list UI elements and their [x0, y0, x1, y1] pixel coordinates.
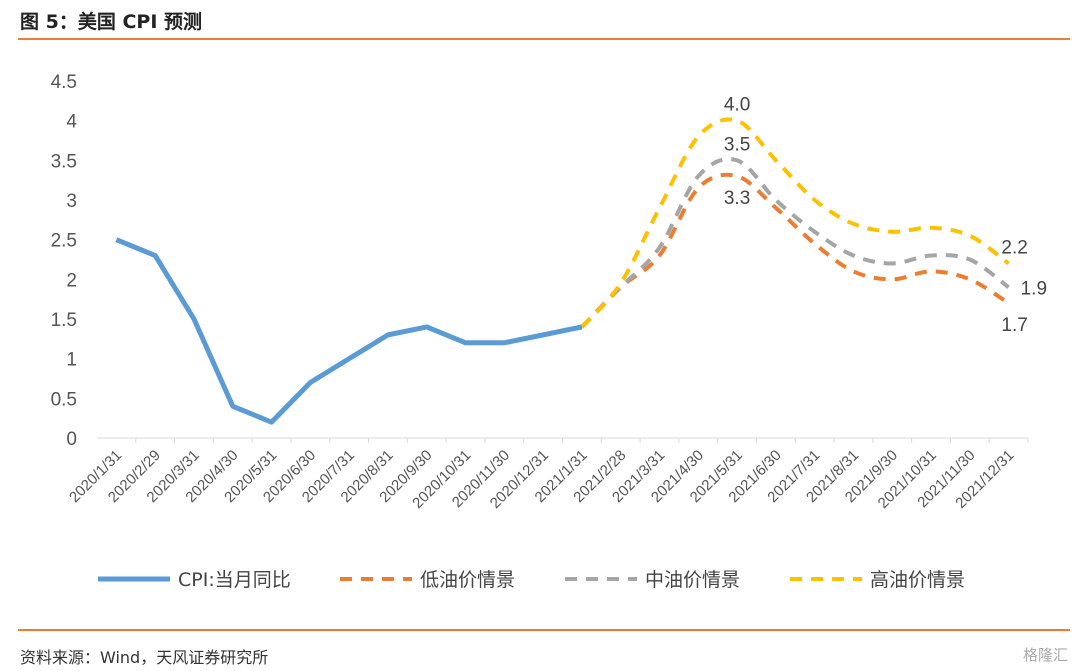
top-divider — [18, 38, 1070, 40]
data-label: 4.0 — [724, 95, 750, 116]
series-line-1 — [580, 172, 1010, 329]
y-tick-label: 2 — [66, 270, 77, 291]
y-tick-label: 4.5 — [51, 72, 77, 93]
source-note: 资料来源：Wind，天风证券研究所 — [20, 648, 269, 667]
y-tick-label: 2.5 — [51, 231, 77, 252]
data-label: 1.7 — [1001, 315, 1027, 336]
y-tick-label: 4 — [66, 112, 77, 133]
legend-label: 低油价情景 — [420, 569, 515, 591]
series-line-2 — [580, 157, 1010, 329]
data-label: 2.2 — [1001, 237, 1027, 258]
y-tick-label: 0.5 — [51, 389, 77, 410]
y-tick-label: 1 — [66, 350, 77, 371]
figure-title: 图 5：美国 CPI 预测 — [20, 11, 203, 33]
legend-label: 高油价情景 — [870, 569, 965, 591]
series-line-3 — [580, 117, 1010, 329]
y-tick-label: 3 — [66, 191, 77, 212]
series-line-0 — [115, 237, 583, 425]
data-label: 1.9 — [1021, 278, 1047, 299]
y-tick-label: 3.5 — [51, 151, 77, 172]
y-tick-label: 0 — [66, 429, 77, 450]
data-label: 3.3 — [724, 188, 750, 209]
legend-label: CPI:当月同比 — [178, 569, 291, 591]
legend-label: 中油价情景 — [645, 569, 740, 591]
bottom-divider — [18, 629, 1070, 631]
watermark-logo: 格隆汇 — [1022, 646, 1068, 664]
data-label: 3.5 — [724, 134, 750, 155]
y-tick-label: 1.5 — [51, 310, 77, 331]
